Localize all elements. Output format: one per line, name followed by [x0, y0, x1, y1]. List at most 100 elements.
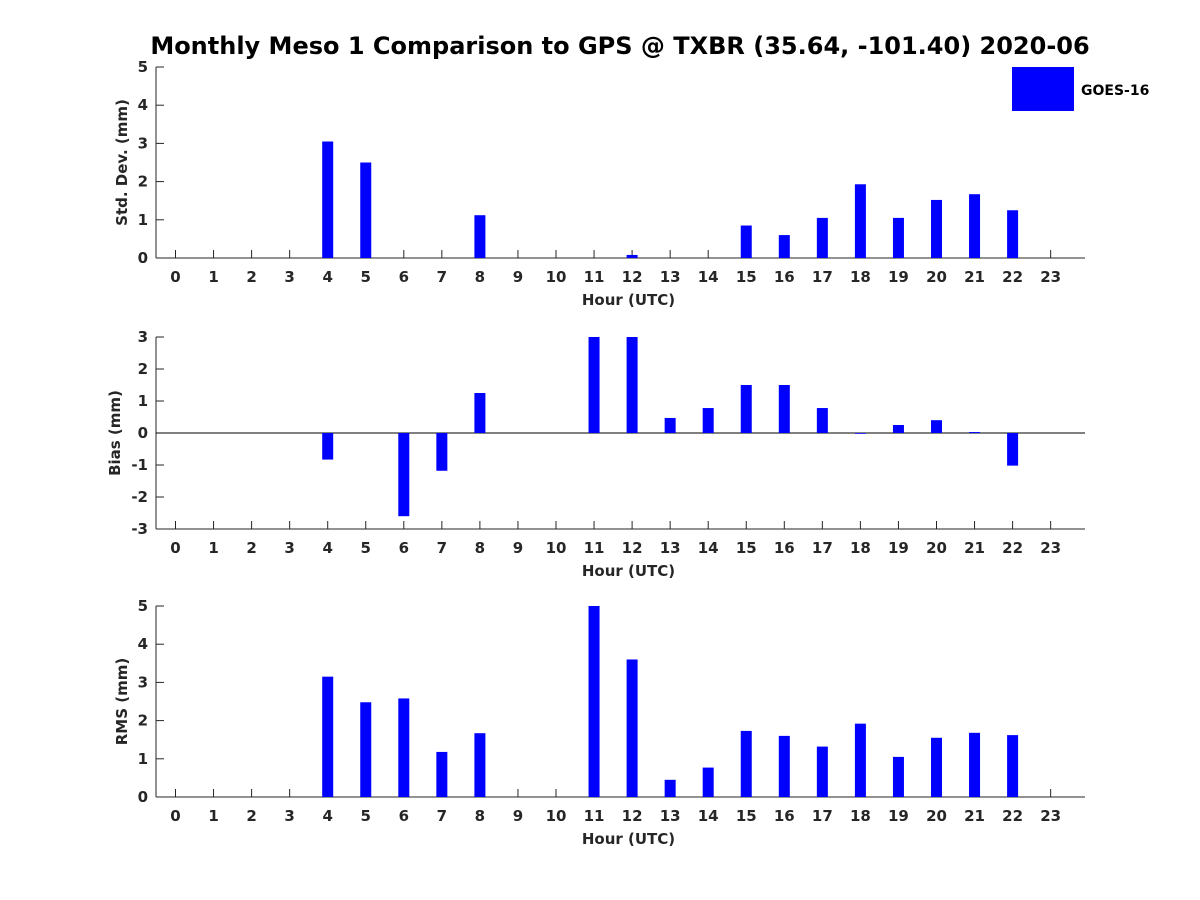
y-tick-label: -2	[131, 488, 148, 506]
x-axis-label: Hour (UTC)	[582, 291, 675, 309]
bar-hour-18	[854, 184, 866, 258]
bar-hour-13	[664, 779, 676, 797]
y-tick-label: 1	[138, 211, 148, 229]
x-tick-label: 12	[622, 807, 643, 825]
x-tick-label: 10	[546, 268, 567, 286]
bar-hour-19	[892, 217, 904, 258]
y-tick-label: 3	[138, 134, 148, 152]
bar-hour-8	[474, 393, 486, 433]
x-tick-label: 20	[926, 539, 947, 557]
x-tick-label: 14	[698, 807, 719, 825]
bar-hour-4	[322, 676, 334, 797]
y-tick-label: 0	[138, 424, 148, 442]
x-tick-label: 14	[698, 539, 719, 557]
y-tick-label: 1	[138, 392, 148, 410]
x-tick-label: 10	[546, 539, 567, 557]
x-tick-label: 23	[1040, 268, 1061, 286]
x-tick-label: 11	[584, 539, 605, 557]
x-tick-label: 3	[284, 539, 294, 557]
x-tick-label: 4	[322, 807, 332, 825]
x-tick-label: 0	[170, 807, 180, 825]
x-tick-label: 2	[246, 807, 256, 825]
x-tick-label: 9	[513, 539, 523, 557]
x-tick-label: 7	[437, 807, 447, 825]
bar-hour-21	[969, 432, 981, 433]
bar-hour-11	[588, 337, 600, 433]
y-tick-label: -3	[131, 520, 148, 538]
x-tick-label: 17	[812, 539, 833, 557]
x-tick-label: 1	[208, 268, 218, 286]
bar-hour-15	[740, 385, 752, 433]
x-axis-label: Hour (UTC)	[582, 562, 675, 580]
y-tick-label: 4	[138, 635, 148, 653]
x-tick-label: 15	[736, 268, 757, 286]
x-tick-label: 13	[660, 539, 681, 557]
x-tick-label: 11	[584, 807, 605, 825]
x-tick-label: 17	[812, 807, 833, 825]
x-tick-label: 15	[736, 539, 757, 557]
bar-hour-7	[436, 751, 448, 797]
x-tick-label: 9	[513, 268, 523, 286]
legend-swatch	[1012, 67, 1074, 111]
x-tick-label: 7	[437, 539, 447, 557]
x-tick-label: 20	[926, 807, 947, 825]
x-tick-label: 6	[399, 539, 409, 557]
bar-hour-8	[474, 215, 486, 258]
bar-hour-16	[778, 385, 790, 433]
bar-hour-5	[360, 162, 372, 258]
bar-hour-5	[360, 702, 372, 797]
bar-hour-12	[626, 659, 638, 797]
x-tick-label: 13	[660, 268, 681, 286]
x-tick-label: 22	[1002, 807, 1023, 825]
bar-hour-7	[436, 433, 448, 471]
x-tick-label: 19	[888, 268, 909, 286]
y-tick-label: -1	[131, 456, 148, 474]
x-tick-label: 22	[1002, 539, 1023, 557]
x-tick-label: 6	[399, 807, 409, 825]
x-tick-label: 7	[437, 268, 447, 286]
x-tick-label: 19	[888, 539, 909, 557]
bar-hour-20	[931, 199, 942, 258]
bar-hour-18	[854, 723, 866, 797]
x-tick-label: 5	[361, 807, 371, 825]
y-tick-label: 0	[138, 249, 148, 267]
x-tick-label: 6	[399, 268, 409, 286]
bar-hour-18	[854, 433, 866, 434]
x-tick-label: 20	[926, 268, 947, 286]
x-tick-label: 16	[774, 268, 795, 286]
x-tick-label: 1	[208, 539, 218, 557]
x-tick-label: 21	[964, 268, 985, 286]
x-tick-label: 8	[475, 539, 485, 557]
bar-hour-16	[778, 235, 790, 258]
bar-hour-4	[322, 433, 334, 460]
bar-hour-14	[702, 767, 714, 797]
x-tick-label: 12	[622, 268, 643, 286]
x-tick-label: 16	[774, 539, 795, 557]
x-tick-label: 2	[246, 539, 256, 557]
y-tick-label: 2	[138, 360, 148, 378]
x-tick-label: 4	[322, 268, 332, 286]
x-tick-label: 18	[850, 807, 871, 825]
x-tick-label: 5	[361, 539, 371, 557]
legend-label: GOES-16	[1081, 83, 1149, 99]
x-tick-label: 3	[284, 268, 294, 286]
bar-hour-21	[969, 732, 981, 797]
x-tick-label: 23	[1040, 807, 1061, 825]
x-tick-label: 11	[584, 268, 605, 286]
x-tick-label: 5	[361, 268, 371, 286]
bar-hour-8	[474, 733, 486, 797]
y-tick-label: 2	[138, 712, 148, 730]
bar-hour-20	[931, 737, 942, 797]
y-tick-label: 3	[138, 328, 148, 346]
y-axis-label: Std. Dev. (mm)	[113, 99, 131, 226]
bar-hour-12	[626, 337, 638, 433]
chart-title: Monthly Meso 1 Comparison to GPS @ TXBR …	[150, 32, 1089, 60]
y-tick-label: 5	[138, 58, 148, 76]
bar-hour-6	[398, 433, 410, 517]
bar-hour-4	[322, 141, 334, 258]
bar-hour-17	[816, 408, 828, 433]
